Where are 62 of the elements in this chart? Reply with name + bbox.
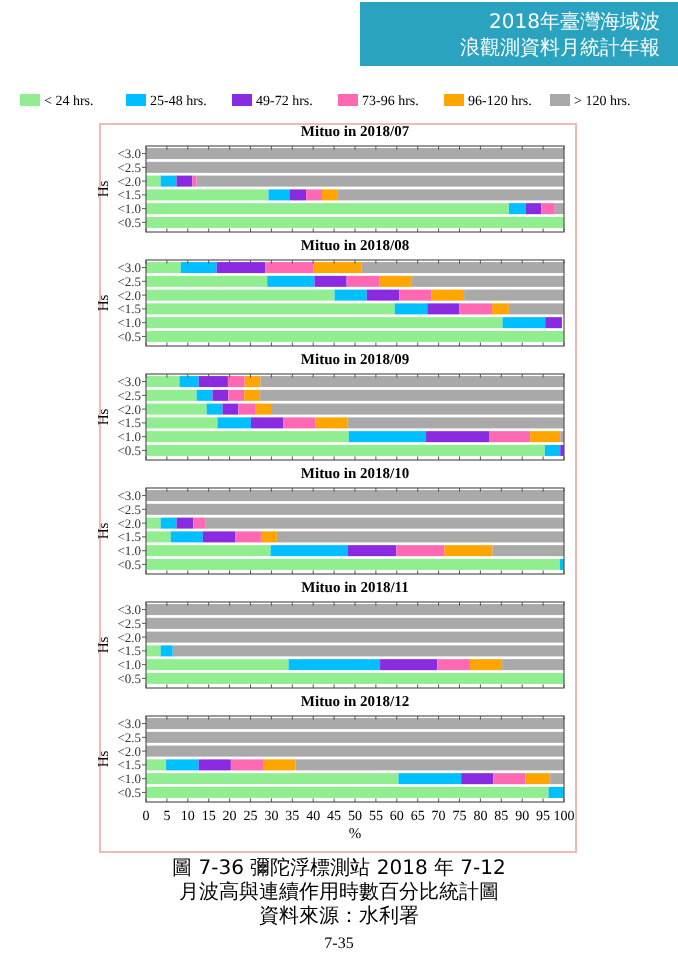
bar	[437, 659, 470, 671]
bar	[180, 262, 217, 274]
bar	[314, 275, 347, 287]
bar	[492, 303, 509, 315]
bar	[544, 444, 561, 456]
bar	[283, 417, 316, 429]
bar	[263, 759, 296, 771]
bar	[399, 289, 432, 301]
bar	[461, 773, 494, 785]
bar	[176, 175, 193, 187]
bar	[426, 431, 490, 443]
bar	[469, 659, 503, 671]
bar	[548, 786, 564, 798]
bar	[313, 262, 362, 274]
bar	[193, 517, 206, 529]
bar	[431, 289, 465, 301]
bar	[268, 189, 290, 201]
bar	[379, 275, 412, 287]
caption: 圖 7-36 彌陀浮標測站 2018 年 7-12 月波高與連續作用時數百分比統計圖	[172, 856, 506, 904]
bar	[230, 759, 264, 771]
bar	[525, 203, 542, 215]
bar	[265, 262, 314, 274]
bar	[250, 417, 284, 429]
bar	[289, 189, 307, 201]
bar	[459, 303, 493, 315]
bar	[235, 531, 261, 543]
text: 2018年臺灣海域波浪觀測資料月統計年報	[460, 10, 660, 60]
bar	[166, 759, 199, 771]
bar	[198, 759, 231, 771]
bar	[270, 545, 348, 557]
bar	[502, 317, 546, 329]
bar	[444, 545, 493, 557]
bar	[160, 175, 177, 187]
bar	[202, 531, 236, 543]
bar	[508, 203, 526, 215]
bar	[493, 773, 526, 785]
bar	[346, 275, 380, 287]
bar	[541, 203, 555, 215]
bar	[160, 645, 173, 657]
bar	[489, 431, 531, 443]
bar	[525, 773, 551, 785]
bar	[380, 659, 438, 671]
bar	[545, 317, 562, 329]
bar	[260, 531, 277, 543]
bar	[306, 189, 322, 201]
bar	[394, 303, 428, 315]
bar	[366, 289, 400, 301]
bar	[396, 545, 445, 557]
bar	[398, 773, 462, 785]
bar	[321, 189, 338, 201]
bar	[348, 431, 427, 443]
bar	[267, 275, 315, 287]
source-note: 資料來源：水利署	[259, 904, 419, 928]
text: 7-35	[324, 934, 354, 952]
bar	[347, 545, 397, 557]
bar	[427, 303, 460, 315]
bar	[176, 517, 194, 529]
bar	[315, 417, 348, 429]
bar	[216, 262, 266, 274]
bar	[288, 659, 381, 671]
bar	[334, 289, 367, 301]
bar	[530, 431, 561, 443]
